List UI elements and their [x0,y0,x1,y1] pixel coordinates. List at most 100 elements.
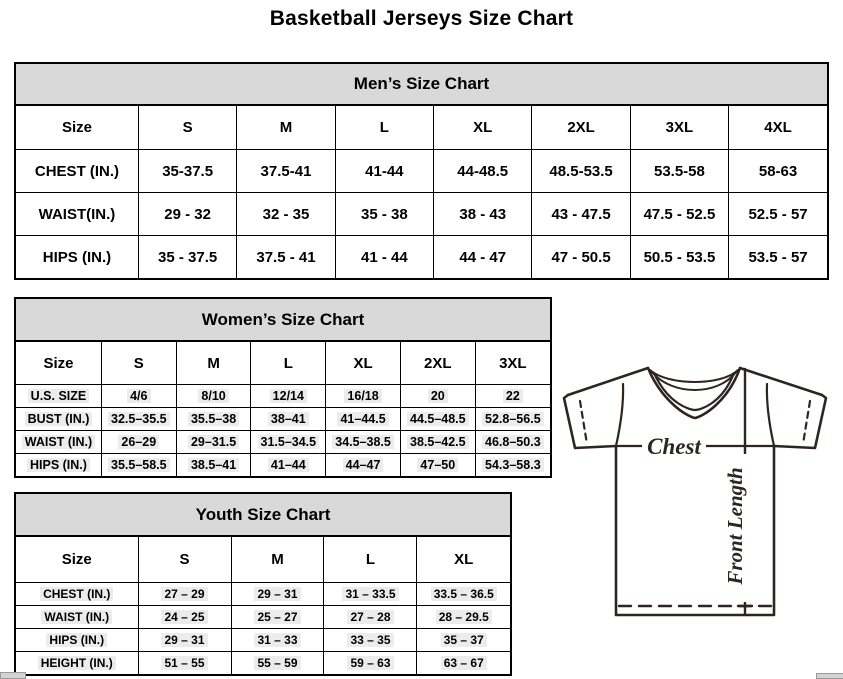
cell-value: 63 – 67 [416,651,510,674]
cell-value-text: 37.5-41 [260,162,312,180]
chest-label: Chest [647,434,701,459]
cell-value-text: 35.5–58.5 [108,458,170,472]
cell-value: 12/14 [250,384,327,408]
cell-value-text: 44.5–48.5 [407,412,469,426]
table-row: HIPS (IN.) 35.5–58.5 38.5–41 41–44 44–47 47–5… [16,453,550,476]
cell-value: 37.5-41 [236,149,336,193]
cell-value-text: 46.8–50.3 [482,435,544,449]
column-header: M [230,537,325,583]
column-header: L [250,342,327,385]
cell-value-text: 53.5 - 57 [748,248,808,266]
cell-value: 34.5–38.5 [325,430,401,454]
cell-value: 31 – 33 [230,628,325,652]
row-label: CHEST (IN.) [16,149,139,193]
cell-value-text: 44 - 47 [459,248,507,266]
cell-value: 52.8–56.5 [474,407,550,431]
cell-value-text: 35-37.5 [162,162,214,180]
jersey-icon: Chest Front Length [562,366,828,617]
cell-value: 51 – 55 [137,651,232,674]
row-label-text: WAIST (IN.) [41,610,113,624]
chest-label-bg [642,432,706,458]
cell-value-text: 29 – 31 [161,633,208,647]
row-label: BUST (IN.) [16,407,102,431]
column-header: 3XL [629,106,730,150]
cell-value-text: 52.8–56.5 [482,412,544,426]
cell-value: 54.3–58.3 [474,453,550,476]
cell-value: 35.5–58.5 [100,453,177,476]
column-header: 3XL [474,342,550,385]
mens-size-chart: Men’s Size Chart Size S M L XL 2XL 3XL 4XL CHEST… [14,62,829,280]
column-header: Size [16,342,102,385]
cell-value-text: 27 – 29 [161,587,208,601]
cell-value: 38.5–41 [175,453,252,476]
cell-value: 31.5–34.5 [250,430,327,454]
cell-value-text: 24 – 25 [161,610,208,624]
cell-value-text: 12/14 [269,389,307,403]
scrollbar-fragment-left[interactable] [0,672,26,679]
cell-value: 32 - 35 [236,192,336,236]
womens-chart-title: Women’s Size Chart [16,299,550,342]
cell-value-text: 63 – 67 [440,656,487,670]
cell-value: 43 - 47.5 [531,192,631,236]
cell-value: 41–44.5 [325,407,401,431]
cell-value-text: 41–44 [267,458,309,472]
cell-value: 44–47 [325,453,401,476]
row-label: WAIST (IN.) [16,605,139,629]
column-header: XL [433,106,533,150]
cell-value-text: 35.5–38 [187,412,240,426]
cell-value-text: 33.5 – 36.5 [430,587,497,601]
row-label-text: HEIGHT (IN.) [37,656,116,670]
cell-value: 41-44 [334,149,435,193]
cell-value-text: 44–47 [342,458,384,472]
cell-value: 35.5–38 [175,407,252,431]
row-label-text: U.S. SIZE [27,389,90,403]
youth-chart-title: Youth Size Chart [16,494,510,537]
table-row: CHEST (IN.) 27 – 29 29 – 31 31 – 33.5 33.5 –… [16,582,510,606]
cell-value: 27 – 29 [137,582,232,606]
cell-value-text: 34.5–38.5 [332,435,394,449]
cell-value-text: 33 – 35 [347,633,394,647]
column-header: 2XL [399,342,476,385]
cell-value: 47 - 50.5 [531,235,631,278]
row-label: WAIST (IN.) [16,430,102,454]
mens-table: Size S M L XL 2XL 3XL 4XL CHEST (IN.) 35-37.5 37.5… [16,106,827,278]
womens-table: Size S M L XL 2XL 3XL U.S. SIZE 4/6 8/10 12/14 16/1… [16,342,550,476]
cell-value: 32.5–35.5 [100,407,177,431]
youth-table: Size S M L XL CHEST (IN.) 27 – 29 29 – 31 31 – 3… [16,537,510,674]
cell-value-text: 41 - 44 [361,248,408,266]
cell-value: 26–29 [100,430,177,454]
cell-value: 58-63 [728,149,827,193]
row-label-text: BUST (IN.) [24,412,93,426]
cell-value: 53.5 - 57 [728,235,827,278]
column-header: S [100,342,177,385]
table-row: U.S. SIZE 4/6 8/10 12/14 16/18 20 22 [16,384,550,408]
table-row: BUST (IN.) 32.5–35.5 35.5–38 38–41 41–44.5 44… [16,407,550,431]
cell-value: 35-37.5 [137,149,238,193]
cell-value: 53.5-58 [629,149,730,193]
cell-value: 33 – 35 [323,628,418,652]
cell-value-text: 35 - 38 [361,205,408,223]
cell-value: 47.5 - 52.5 [629,192,730,236]
cell-value: 37.5 - 41 [236,235,336,278]
jersey-measurement-diagram: Chest Front Length [550,362,843,630]
cell-value-text: 29 - 32 [164,205,211,223]
column-header: Size [16,106,139,150]
cell-value: 46.8–50.3 [474,430,550,454]
column-header: L [334,106,435,150]
cell-value: 29 – 31 [137,628,232,652]
cell-value: 35 – 37 [416,628,510,652]
cell-value-text: 59 – 63 [347,656,394,670]
row-label: U.S. SIZE [16,384,102,408]
cell-value: 33.5 – 36.5 [416,582,510,606]
row-label: WAIST(IN.) [16,192,139,236]
size-header-row: Size S M L XL 2XL 3XL [16,342,550,385]
row-label-text: HIPS (IN.) [26,458,90,472]
cell-value-text: 44-48.5 [457,162,509,180]
cell-value: 38.5–42.5 [399,430,476,454]
table-row: HIPS (IN.) 29 – 31 31 – 33 33 – 35 35 – 37 [16,628,510,652]
cell-value: 25 – 27 [230,605,325,629]
column-header: Size [16,537,139,583]
scrollbar-fragment-right[interactable] [816,673,843,679]
cell-value: 59 – 63 [323,651,418,674]
cell-value: 35 - 38 [334,192,435,236]
